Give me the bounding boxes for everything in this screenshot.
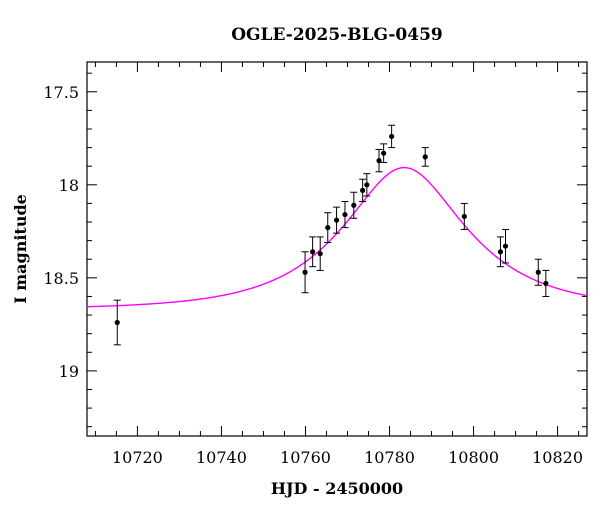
data-point (388, 124, 396, 149)
data-point (113, 299, 121, 346)
x-tick-label: 10820 (532, 448, 583, 467)
tick-labels: 10720 10740 10760 10780 10800 10820 17.5 18 18.5… (43, 83, 583, 467)
chart-title: OGLE-2025-BLG-0459 (231, 25, 443, 45)
axis-ticks (87, 62, 587, 436)
data-point (363, 173, 371, 197)
data-point (542, 269, 550, 297)
point-marker (351, 202, 357, 208)
point-marker (114, 319, 120, 326)
point-marker (302, 269, 308, 275)
point-marker (461, 213, 467, 220)
x-axis-label: HJD - 2450000 (271, 479, 403, 498)
data-point (496, 236, 504, 268)
point-marker (497, 249, 504, 255)
point-marker (535, 269, 541, 275)
y-tick-label: 18.5 (43, 269, 79, 288)
y-axis-label: I magnitude (11, 194, 30, 304)
point-marker (376, 158, 382, 164)
y-tick-label: 17.5 (43, 83, 79, 102)
point-marker (310, 249, 316, 255)
data-point (375, 148, 383, 173)
data-point (359, 178, 367, 203)
point-marker (502, 243, 509, 249)
point-marker (333, 217, 340, 223)
data-point (324, 212, 332, 243)
point-marker (381, 150, 387, 156)
data-point (309, 236, 317, 268)
plot-area: 10720 10740 10760 10780 10800 10820 17.5 18 18.5… (43, 61, 588, 467)
point-marker (360, 187, 366, 193)
point-marker (325, 225, 331, 231)
x-tick-label: 10720 (112, 448, 163, 467)
point-marker (389, 133, 395, 140)
plot-frame (86, 61, 588, 437)
x-tick-label: 10740 (196, 448, 247, 467)
data-point (350, 191, 358, 219)
data-point (460, 202, 468, 230)
data-point (333, 206, 341, 234)
data-point (421, 147, 429, 167)
data-point (316, 236, 324, 271)
y-tick-label: 18 (59, 176, 79, 195)
point-marker (317, 251, 323, 257)
x-tick-label: 10780 (364, 448, 415, 467)
point-marker (364, 182, 370, 188)
point-marker (342, 211, 348, 218)
x-tick-label: 10800 (448, 448, 499, 467)
point-marker (543, 280, 549, 287)
data-point (380, 143, 388, 163)
data-point (301, 251, 309, 294)
model-curve (86, 166, 588, 308)
x-tick-label: 10760 (280, 448, 331, 467)
data-point (534, 258, 542, 286)
data-point (501, 228, 509, 264)
data-point (341, 201, 349, 229)
y-tick-label: 19 (59, 362, 79, 381)
data-points (113, 124, 550, 346)
point-marker (422, 154, 428, 160)
